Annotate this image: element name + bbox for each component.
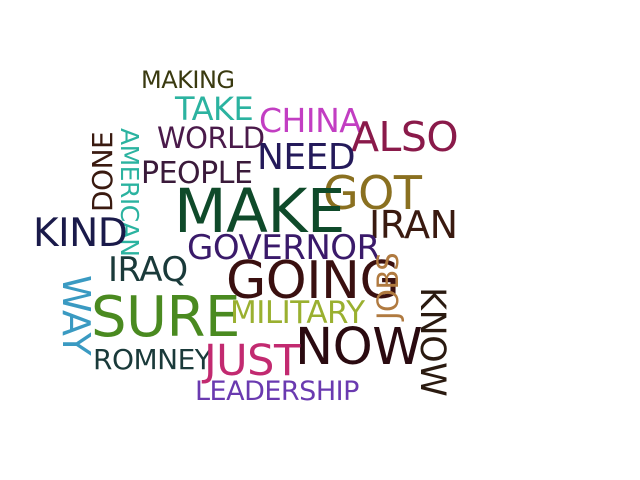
word-romney: ROMNEY — [93, 343, 212, 376]
word-also: ALSO — [351, 113, 459, 161]
word-sure: SURE — [91, 285, 240, 350]
word-now: NOW — [295, 318, 423, 377]
word-kind: KIND — [33, 211, 128, 256]
word-making: MAKING — [141, 66, 235, 94]
word-people: PEOPLE — [141, 156, 253, 191]
word-military: MILITARY — [230, 295, 365, 331]
word-need: NEED — [257, 137, 356, 178]
word-leadership: LEADERSHIP — [195, 376, 359, 407]
word-iraq: IRAQ — [108, 250, 188, 290]
word-got: GOT — [323, 166, 422, 220]
word-iran: IRAN — [369, 203, 458, 247]
word-world: WORLD — [157, 121, 265, 155]
word-way: WAY — [54, 275, 98, 356]
word-china: CHINA — [259, 101, 362, 140]
word-make: MAKE — [174, 176, 345, 247]
word-done: DONE — [86, 131, 119, 212]
word-just: JUST — [204, 336, 300, 386]
word-take: TAKE — [175, 90, 254, 128]
word-governor: GOVERNOR — [187, 228, 380, 268]
word-going: GOING — [226, 251, 400, 311]
word-jobs: JOBS — [371, 252, 405, 320]
